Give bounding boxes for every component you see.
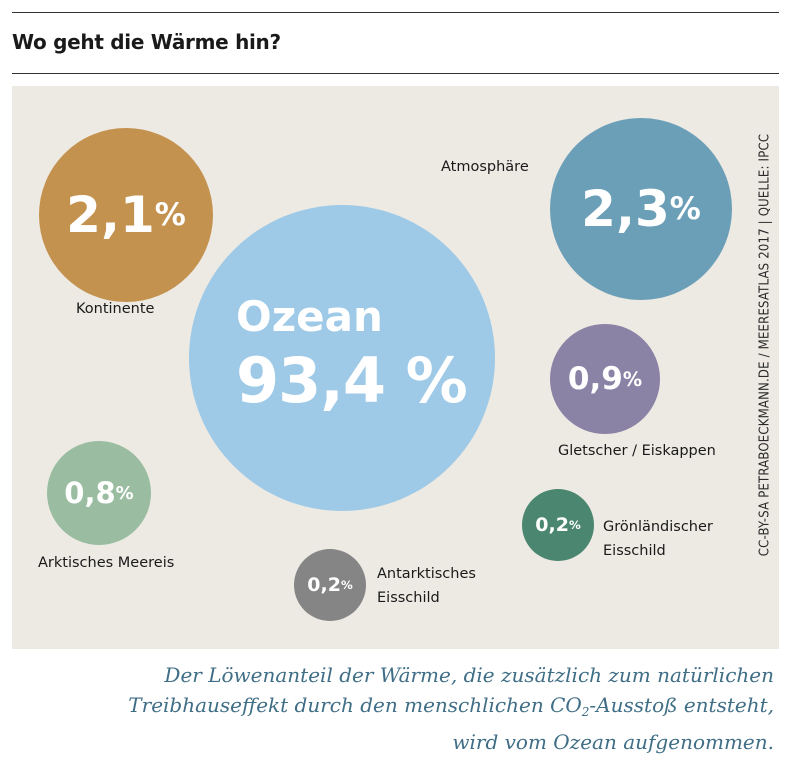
- source-credit: CC-BY-SA PETRABOECKMANN.DE / MEERESATLAS…: [757, 133, 773, 557]
- atmosphaere-value: 2,3: [581, 180, 670, 238]
- caption-line-2: Treibhauseffekt durch den menschlichen C…: [34, 690, 774, 727]
- antarktis-value: 0,2: [307, 574, 341, 596]
- kontinente-value: 2,1: [66, 186, 155, 244]
- bubble-antarktis: 0,2%: [294, 549, 366, 621]
- bubble-arktis: 0,8%: [47, 441, 151, 545]
- label-antarktis-1: Antarktisches: [377, 566, 476, 582]
- arktis-percent: %: [115, 482, 134, 504]
- groenland-percent: %: [568, 518, 581, 532]
- chart-title: Wo geht die Wärme hin?: [12, 30, 281, 54]
- ocean-word: Ozean: [236, 292, 383, 341]
- label-kontinente: Kontinente: [76, 301, 155, 317]
- title-rule: [12, 73, 779, 74]
- label-arktis: Arktisches Meereis: [38, 555, 175, 571]
- bubble-gletscher: 0,9%: [550, 324, 660, 434]
- label-groenland-2: Eisschild: [603, 543, 666, 559]
- label-groenland-1: Grönländischer: [603, 519, 713, 535]
- caption: Der Löwenanteil der Wärme, die zusätzlic…: [34, 660, 774, 757]
- kontinente-percent: %: [154, 197, 186, 233]
- bubble-groenland: 0,2%: [522, 489, 594, 561]
- gletscher-value: 0,9: [567, 361, 623, 397]
- gletscher-percent: %: [622, 367, 643, 391]
- label-antarktis-2: Eisschild: [377, 590, 440, 606]
- groenland-value: 0,2: [535, 514, 569, 536]
- top-rule: [12, 12, 779, 13]
- bubble-ozean: [189, 205, 495, 511]
- caption-line-2-end: -Ausstoß entsteht,: [589, 693, 774, 717]
- caption-line-1: Der Löwenanteil der Wärme, die zusätzlic…: [164, 663, 774, 687]
- arktis-value: 0,8: [64, 476, 116, 510]
- ocean-value: 93,4 %: [236, 344, 468, 417]
- caption-line-3: wird vom Ozean aufgenommen.: [452, 730, 774, 754]
- ocean-value-percent: %: [405, 344, 468, 417]
- ocean-value-number: 93,4: [236, 344, 386, 417]
- caption-co2-subscript: 2: [581, 705, 590, 719]
- bubble-kontinente: 2,1%: [39, 128, 213, 302]
- caption-line-2-start: Treibhauseffekt durch den menschlichen C…: [128, 693, 582, 717]
- label-atmosphaere: Atmosphäre: [441, 159, 529, 175]
- label-gletscher: Gletscher / Eiskappen: [558, 443, 716, 459]
- antarktis-percent: %: [340, 578, 353, 592]
- atmosphaere-percent: %: [669, 191, 701, 227]
- bubble-atmosphaere: 2,3%: [550, 118, 732, 300]
